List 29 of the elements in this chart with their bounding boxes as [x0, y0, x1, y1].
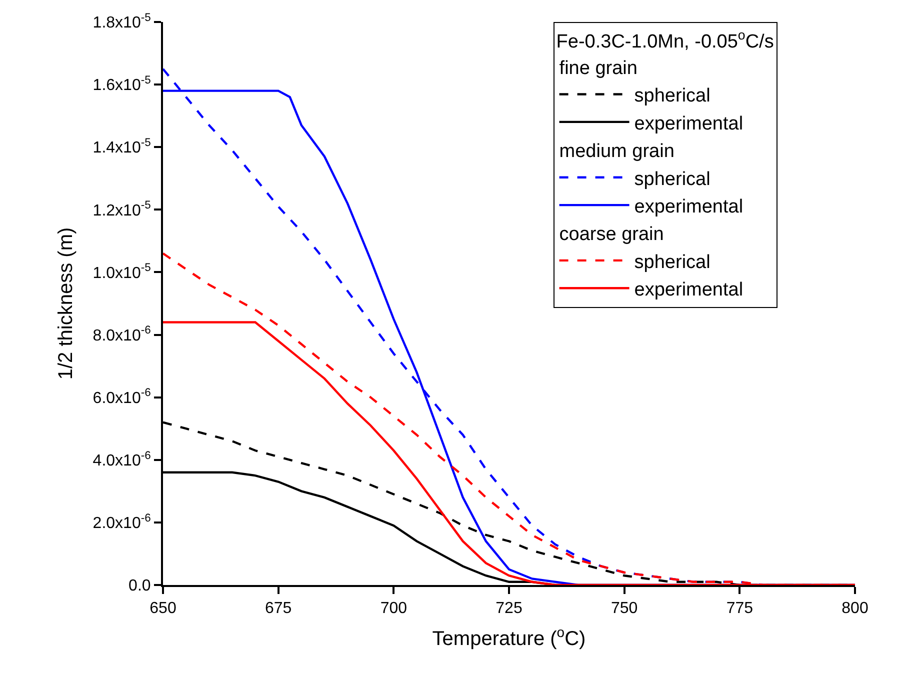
y-tick-label: 2.0x10$^{-6}$ — [92, 512, 151, 532]
y-tick-label: 0.0 — [128, 578, 151, 595]
y-tick-label: 1.8x10$^{-5}$ — [92, 12, 151, 32]
legend-label: experimental — [634, 113, 744, 134]
legend-label: spherical — [634, 252, 710, 273]
annotation: medium grain — [559, 141, 674, 162]
y-tick-label: 1.0x10$^{-5}$ — [92, 262, 151, 282]
legend-label: spherical — [634, 86, 710, 107]
x-tick-label: 750 — [610, 600, 638, 618]
y-tick-label: 1.2x10$^{-5}$ — [92, 200, 151, 220]
legend-label: experimental — [634, 280, 744, 301]
y-tick-label: 4.0x10$^{-6}$ — [92, 450, 151, 470]
legend-label: experimental — [634, 196, 744, 218]
x-tick-label: 675 — [264, 600, 292, 618]
legend-title: Fe-0.3C-1.0Mn, -0.05$^{o}$C/s — [556, 28, 774, 53]
y-tick-label: 6.0x10$^{-6}$ — [92, 387, 151, 407]
x-tick-label: 650 — [150, 600, 176, 618]
x-tick-label: 725 — [496, 600, 522, 618]
x-tick-label: 775 — [726, 600, 754, 618]
y-tick-label: 1.6x10$^{-5}$ — [92, 74, 151, 94]
annotation: coarse grain — [559, 224, 664, 246]
y-axis-title: 1/2 thickness (m) — [54, 227, 77, 380]
y-tick-label: 8.0x10$^{-6}$ — [92, 324, 151, 344]
x-tick-label: 800 — [842, 600, 868, 618]
y-tick-label: 1.4x10$^{-5}$ — [92, 136, 151, 157]
x-tick-label: 700 — [380, 600, 408, 618]
x-axis-title: Temperature ($^{o}$C) — [432, 624, 586, 650]
legend-label: spherical — [634, 168, 710, 190]
annotation: fine grain — [559, 58, 638, 79]
